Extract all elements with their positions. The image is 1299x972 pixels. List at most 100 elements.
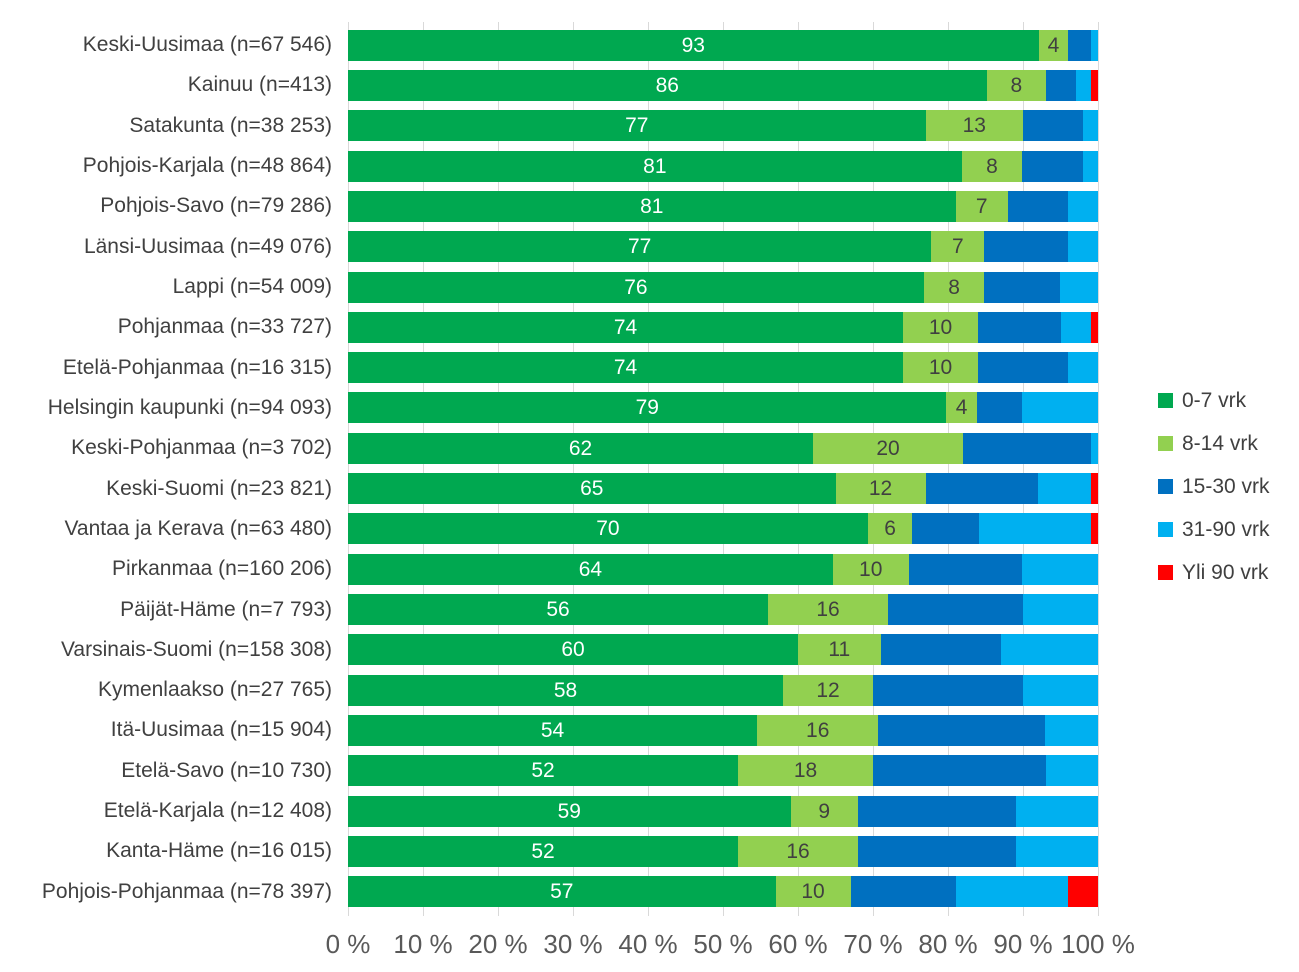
legend-label: Yli 90 vrk <box>1182 560 1269 584</box>
bar-row: 57 10 <box>348 872 1098 912</box>
stacked-bar: 65 12 <box>348 473 1098 505</box>
bar-segment-31-90-vrk <box>1022 392 1098 424</box>
bar-value-label: 18 <box>793 759 818 783</box>
bar-row: 74 10 <box>348 307 1098 347</box>
bar-segment-15-30-vrk <box>858 835 1016 867</box>
bar-value-label: 81 <box>643 154 667 178</box>
bar-row: 64 10 <box>348 549 1098 589</box>
bar-segment-15-30-vrk <box>1023 110 1083 142</box>
gridline <box>1097 22 1099 916</box>
x-tick-label: 40 % <box>618 929 678 959</box>
gridline <box>497 22 499 916</box>
bar-segment-15-30-vrk <box>888 594 1023 626</box>
bar-segment-15-30-vrk <box>858 795 1016 827</box>
bar-segment-8-14-vrk: 16 <box>768 594 888 626</box>
bar-row: 54 16 <box>348 710 1099 750</box>
bar-segment-15-30-vrk <box>908 553 1023 585</box>
bar-segment-31-90-vrk <box>1060 311 1091 343</box>
category-label: Kanta-Häme (n=16 015) <box>106 839 332 863</box>
gridline <box>947 22 949 916</box>
bar-segment-31-90-vrk <box>1083 110 1098 142</box>
bar-segment-31-90-vrk <box>1022 553 1098 585</box>
legend-swatch-icon <box>1158 479 1173 494</box>
gridlines <box>347 22 1099 916</box>
bar-value-label: 7 <box>952 235 964 259</box>
bar-segment-31-90-vrk <box>1090 432 1098 464</box>
stacked-bar: 57 10 <box>348 876 1098 908</box>
category-label: Etelä-Karjala (n=12 408) <box>103 799 332 823</box>
bar-segment-15-30-vrk <box>878 714 1045 746</box>
stacked-bar: 70 6 <box>348 513 1098 545</box>
bar-value-label: 70 <box>596 517 620 541</box>
bar-row: 52 16 <box>348 831 1098 871</box>
bar-segment-0-7-vrk: 74 <box>348 311 903 343</box>
bar-segment-8-14-vrk: 12 <box>783 674 873 706</box>
bar-segment-31-90-vrk <box>1023 674 1098 706</box>
stacked-bar: 77 13 <box>348 110 1098 142</box>
x-tick-label: 70 % <box>843 929 903 959</box>
x-tick-label: 80 % <box>918 929 978 959</box>
bar-segment-31-90-vrk <box>1044 714 1099 746</box>
legend-label: 15-30 vrk <box>1182 474 1270 498</box>
bar-segment-15-30-vrk <box>873 755 1046 787</box>
bar-value-label: 79 <box>635 396 659 420</box>
legend-item: 0-7 vrk <box>1158 379 1270 422</box>
bar-segment-8-14-vrk: 10 <box>903 352 978 384</box>
bar-value-label: 57 <box>550 880 574 904</box>
stacked-bar: 74 10 <box>348 311 1098 343</box>
x-tick-label: 0 % <box>325 929 371 959</box>
bar-value-label: 77 <box>625 114 649 138</box>
gridline <box>347 22 349 916</box>
bar-row: 81 8 <box>348 146 1099 186</box>
bar-segment-0-7-vrk: 64 <box>348 553 833 585</box>
category-label: Pirkanmaa (n=160 206) <box>111 557 332 581</box>
bar-row: 59 9 <box>348 791 1098 831</box>
bar-rows: 93 4 86 8 77 13 81 8 81 7 77 7 76 8 74 10 74 10 79 4 62 20 65 1… <box>348 25 1099 912</box>
x-tick-label: 60 % <box>768 929 828 959</box>
bar-segment-0-7-vrk: 81 <box>348 190 956 222</box>
bar-segment-31-90-vrk <box>1068 352 1098 384</box>
bar-segment-31-90-vrk <box>1045 755 1098 787</box>
bar-segment-0-7-vrk: 81 <box>348 150 962 182</box>
bar-row: 58 12 <box>348 670 1098 710</box>
bar-value-label: 74 <box>613 315 638 339</box>
stacked-bar: 58 12 <box>348 674 1098 706</box>
bar-segment-0-7-vrk: 59 <box>348 795 791 827</box>
bar-segment-31-90-vrk <box>1075 69 1091 101</box>
category-label: Lappi (n=54 009) <box>172 275 332 299</box>
bar-value-label: 62 <box>568 436 593 460</box>
plot-area: 93 4 86 8 77 13 81 8 81 7 77 7 76 8 74 10 74 10 79 4 62 20 65 1… <box>347 22 1099 916</box>
legend-item: 31-90 vrk <box>1158 508 1270 551</box>
stacked-bar: 54 16 <box>348 714 1099 746</box>
legend-label: 31-90 vrk <box>1182 517 1270 541</box>
bar-value-label: 16 <box>806 718 830 742</box>
bar-row: 93 4 <box>348 25 1098 65</box>
bar-row: 74 10 <box>348 348 1098 388</box>
bar-segment-0-7-vrk: 57 <box>348 876 776 908</box>
bar-segment-15-30-vrk <box>912 513 980 545</box>
bar-value-label: 16 <box>816 598 840 622</box>
legend-item: 15-30 vrk <box>1158 465 1270 508</box>
bar-segment-8-14-vrk: 10 <box>832 553 909 585</box>
bar-value-label: 20 <box>876 436 900 460</box>
bar-segment-0-7-vrk: 76 <box>348 271 924 303</box>
bar-segment-0-7-vrk: 58 <box>348 674 783 706</box>
bar-row: 86 8 <box>348 65 1098 105</box>
bar-value-label: 10 <box>928 315 953 339</box>
stacked-bar: 59 9 <box>348 795 1098 827</box>
bar-value-label: 11 <box>828 638 851 662</box>
legend-item: 8-14 vrk <box>1158 422 1270 465</box>
gridline <box>872 22 874 916</box>
bar-segment-15-30-vrk <box>873 674 1023 706</box>
legend: 0-7 vrk 8-14 vrk 15-30 vrk 31-90 vrk Yli 90 … <box>1158 379 1270 594</box>
bar-segment-15-30-vrk <box>850 876 956 908</box>
bar-value-label: 58 <box>553 678 578 702</box>
bar-value-label: 52 <box>531 839 555 863</box>
stacked-bar: 81 8 <box>348 150 1099 182</box>
stacked-bar: 74 10 <box>348 352 1098 384</box>
x-tick-label: 50 % <box>693 929 753 959</box>
x-tick-label: 10 % <box>393 929 453 959</box>
stacked-bar: 81 7 <box>348 190 1098 222</box>
bar-segment-8-14-vrk: 8 <box>986 69 1047 101</box>
bar-segment-yli-90-vrk <box>1090 69 1098 101</box>
